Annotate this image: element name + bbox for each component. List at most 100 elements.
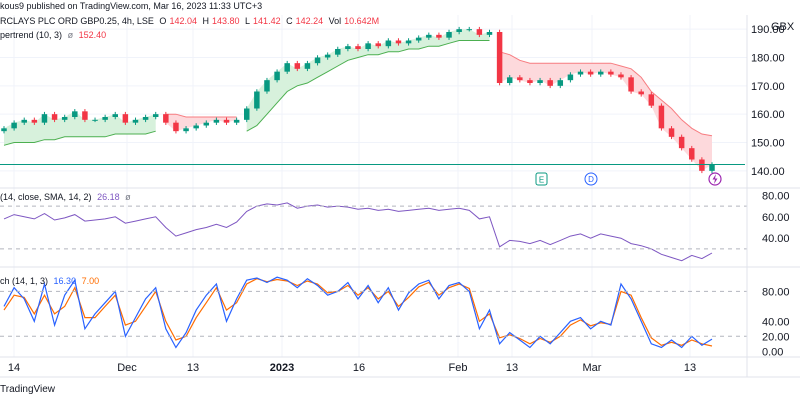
candle-body (304, 63, 311, 69)
rsi-line (3, 202, 713, 262)
candle-body (446, 32, 452, 38)
candle-body (213, 119, 220, 123)
candle-body (355, 46, 361, 49)
candle-body (152, 114, 159, 117)
candle-body (426, 34, 432, 38)
price-tick-label: 190.00 (751, 24, 785, 36)
candle-body (699, 159, 705, 171)
time-tick-label: Mar (583, 362, 602, 374)
candle-body (335, 49, 341, 55)
time-axis[interactable]: 14 Dec 13 2023 16 Feb 13 Mar 13 (8, 362, 696, 374)
stoch-tick-label: 20.00 (762, 331, 790, 343)
stoch-tick-label: 0.00 (762, 346, 783, 358)
price-tick-label: 170.00 (751, 81, 785, 93)
grid-lines (0, 15, 747, 357)
currency-label: GBX (771, 21, 795, 33)
candle-body (72, 111, 78, 117)
stoch-pane[interactable] (0, 276, 747, 349)
rsi-tick-label: 40.00 (762, 233, 790, 245)
candle-body (82, 111, 88, 120)
stoch-k-value: 16.30 (53, 276, 77, 286)
candle-body (709, 164, 715, 171)
candle-body (577, 71, 584, 75)
dividend-marker-label: D (588, 175, 594, 184)
candle-body (274, 71, 280, 81)
price-pane[interactable] (0, 26, 745, 174)
symbol-header: RCLAYS PLC ORD GBP0.25, 4h, LSE O 142.04 … (0, 16, 382, 26)
candle-body (61, 117, 68, 120)
candle-body (223, 119, 230, 123)
candle-body (254, 91, 260, 109)
symbol-name: RCLAYS PLC ORD GBP0.25, 4h, LSE (0, 16, 154, 26)
stoch-tick-label: 40.00 (762, 316, 790, 328)
candle-body (506, 77, 513, 83)
candle-body (345, 46, 351, 49)
candle-body (638, 91, 644, 95)
candle-body (375, 43, 381, 47)
candle-body (193, 125, 199, 129)
candle-body (668, 128, 675, 137)
candle-body (385, 40, 392, 47)
rsi-tick-label: 60.00 (762, 212, 790, 224)
candle-body (517, 77, 523, 81)
stoch-d-line (3, 278, 713, 347)
candle-body (122, 114, 129, 123)
published-caption: kous9 published on TradingView.com, Mar … (0, 1, 263, 11)
earnings-marker[interactable]: E (535, 172, 548, 186)
stoch-d-value: 7.00 (81, 276, 100, 286)
ohlc-close: 142.24 (295, 16, 324, 26)
candle-body (41, 114, 48, 123)
candle-body (567, 74, 574, 81)
candle-body (405, 40, 412, 44)
candle-body (21, 119, 27, 123)
candle-body (415, 37, 422, 41)
candle-body (648, 94, 655, 106)
supertrend-up-fill (4, 29, 490, 146)
candle-body (1, 128, 7, 132)
candle-body (294, 63, 301, 69)
candle-body (476, 29, 483, 35)
candle-body (658, 105, 665, 129)
candle-body (466, 29, 472, 31)
candle-body (233, 119, 240, 123)
dividend-marker[interactable]: D (584, 172, 598, 186)
supertrend-down-line (165, 51, 713, 137)
rsi-header: (14, close, SMA, 14, 2) 26.18 ø (0, 192, 134, 202)
candle-body (456, 29, 462, 32)
candle-body (486, 32, 493, 35)
candle-body (92, 119, 98, 121)
candle-body (608, 71, 614, 75)
candle-body (173, 122, 179, 132)
price-axis[interactable]: GBX 190.00 180.00 170.00 160.00 150.00 140.00… (751, 21, 795, 358)
candle-body (142, 117, 149, 120)
supertrend-header: pertrend (10, 3) ø 152.40 (0, 30, 109, 40)
candle-body (11, 122, 17, 129)
candle-body (547, 80, 553, 86)
candle-body (31, 119, 38, 123)
stoch-k-line (3, 276, 713, 349)
candle-body (314, 57, 321, 64)
candle-body (557, 80, 564, 86)
price-tick-label: 150.00 (751, 138, 785, 150)
candle-body (618, 74, 624, 78)
news-icon[interactable] (708, 172, 722, 186)
candle-body (163, 114, 169, 123)
time-tick-label: Dec (117, 362, 137, 374)
candle-body (496, 32, 503, 83)
time-tick-label: 13 (506, 362, 518, 374)
candle-body (264, 80, 270, 92)
candle-body (395, 40, 402, 44)
candle-body (102, 117, 108, 120)
hide-eye-icon[interactable]: ø (125, 192, 131, 202)
candle-body (112, 114, 118, 117)
candle-body (598, 71, 604, 75)
rsi-value: 26.18 (97, 192, 120, 202)
tradingview-brand: TradingView (0, 384, 56, 395)
volume-value: 10.642M (344, 16, 380, 26)
candle-body (537, 80, 543, 83)
ohlc-high: 143.80 (211, 16, 240, 26)
time-tick-label: 14 (8, 362, 20, 374)
rsi-pane[interactable] (0, 202, 747, 262)
hide-eye-icon[interactable]: ø (67, 30, 74, 40)
